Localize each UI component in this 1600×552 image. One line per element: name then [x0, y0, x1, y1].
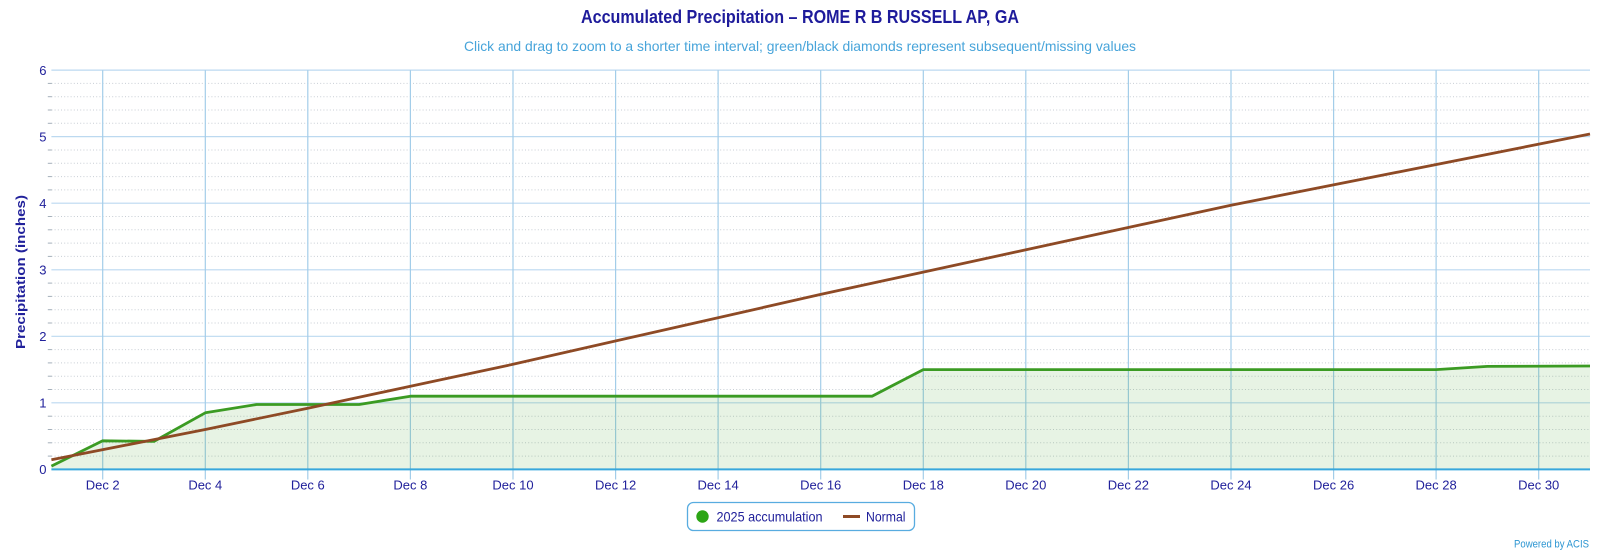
- svg-text:1: 1: [39, 396, 46, 411]
- svg-text:0: 0: [39, 462, 46, 477]
- svg-text:Dec 4: Dec 4: [188, 478, 222, 493]
- svg-text:Dec 30: Dec 30: [1518, 478, 1559, 493]
- svg-text:Dec 22: Dec 22: [1108, 478, 1149, 493]
- svg-text:Dec 6: Dec 6: [291, 478, 325, 493]
- svg-text:2025 accumulation: 2025 accumulation: [717, 509, 823, 525]
- svg-text:6: 6: [39, 63, 46, 78]
- svg-text:Dec 26: Dec 26: [1313, 478, 1354, 493]
- svg-text:Accumulated Precipitation – RO: Accumulated Precipitation – ROME R B RUS…: [581, 7, 1019, 27]
- svg-text:2: 2: [39, 329, 46, 344]
- svg-text:Dec 8: Dec 8: [393, 478, 427, 493]
- svg-text:Dec 24: Dec 24: [1210, 478, 1251, 493]
- svg-text:Dec 2: Dec 2: [86, 478, 120, 493]
- svg-text:Dec 16: Dec 16: [800, 478, 841, 493]
- svg-text:Normal: Normal: [866, 509, 906, 525]
- svg-text:Dec 20: Dec 20: [1005, 478, 1046, 493]
- svg-text:Precipitation (inches): Precipitation (inches): [13, 195, 28, 349]
- svg-text:5: 5: [39, 129, 46, 144]
- svg-text:4: 4: [39, 196, 46, 211]
- svg-text:Dec 12: Dec 12: [595, 478, 636, 493]
- svg-text:3: 3: [39, 263, 46, 278]
- svg-text:Dec 28: Dec 28: [1415, 478, 1456, 493]
- svg-text:Dec 18: Dec 18: [903, 478, 944, 493]
- svg-text:Powered by ACIS: Powered by ACIS: [1514, 539, 1589, 551]
- svg-text:Dec 10: Dec 10: [492, 478, 533, 493]
- svg-text:Click and drag to zoom to a sh: Click and drag to zoom to a shorter time…: [464, 38, 1136, 54]
- svg-text:Dec 14: Dec 14: [697, 478, 738, 493]
